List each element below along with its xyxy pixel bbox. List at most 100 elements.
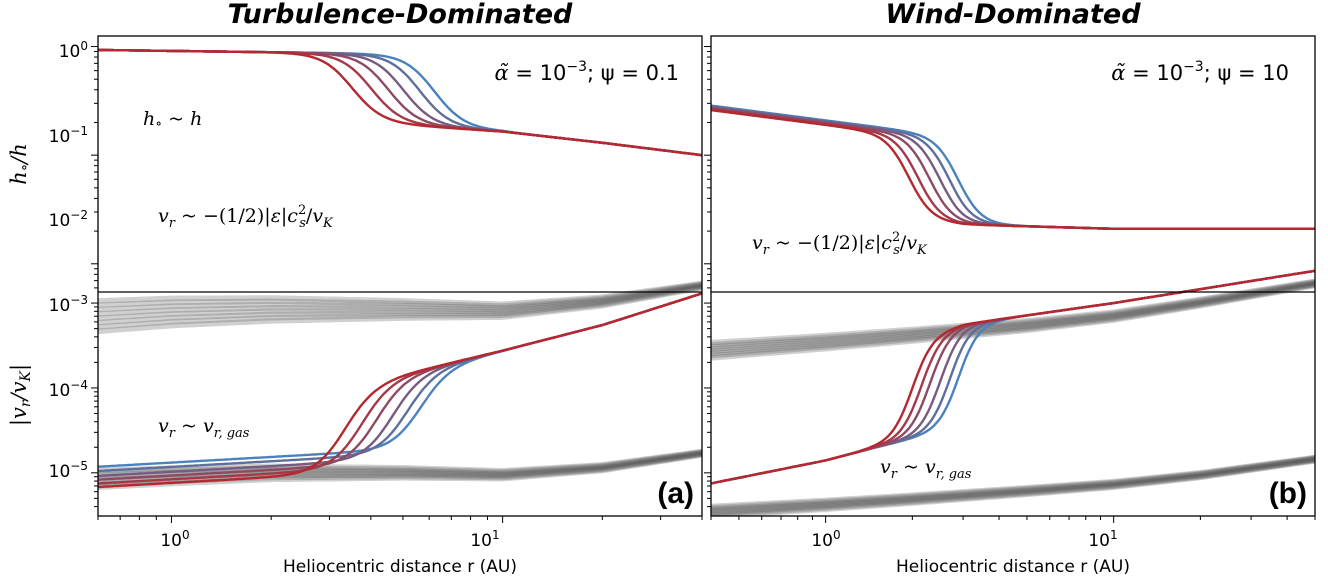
panel-a-parameters: α̃ = 10−3; ψ = 0.1 bbox=[495, 59, 679, 85]
gray-band-line bbox=[98, 281, 702, 309]
y-tick-labels: 100 10−1 10−2 10−3 10−4 10−5 bbox=[49, 39, 88, 482]
annot-sim: ~ bbox=[162, 108, 190, 130]
gray-band-line bbox=[711, 280, 1315, 355]
param-exp: −3 bbox=[566, 59, 587, 75]
colored-curve bbox=[711, 104, 1315, 230]
panel-b-title: Wind-Dominated bbox=[885, 0, 1141, 30]
panel-b-label: (b) bbox=[1269, 477, 1307, 510]
xtick-exp: 0 bbox=[182, 528, 190, 542]
gray-band-line bbox=[98, 282, 702, 317]
gray-band-line bbox=[711, 456, 1315, 514]
panel-b-parameters: α̃ = 10−3; ψ = 10 bbox=[1111, 59, 1289, 85]
gray-band-line bbox=[711, 279, 1315, 348]
ytick-top-1e-1: 10−1 bbox=[49, 124, 88, 147]
gray-band-line bbox=[711, 454, 1315, 510]
colored-curve bbox=[711, 105, 1315, 230]
gray-band-line bbox=[711, 458, 1315, 516]
ytick-exp: −1 bbox=[70, 124, 88, 138]
annot-sub2: s bbox=[893, 243, 900, 258]
gray-band-line bbox=[98, 285, 702, 335]
annot-circ: ∘ bbox=[155, 116, 162, 132]
gray-band-line bbox=[711, 457, 1315, 516]
param-rest: ; ψ = 0.1 bbox=[587, 61, 679, 85]
panel-a-frame bbox=[97, 35, 703, 517]
gray-band-line bbox=[711, 457, 1315, 516]
gray-band-line bbox=[711, 281, 1315, 357]
alpha-symbol: α̃ bbox=[495, 61, 509, 85]
gray-band-line bbox=[711, 278, 1315, 346]
annot-mid: ~ −(1/2)| bbox=[769, 232, 865, 254]
ytick-bot-1e-5: 10−5 bbox=[49, 459, 88, 482]
panel-a-plot-area bbox=[98, 48, 702, 491]
ytick-exp: −4 bbox=[70, 378, 88, 392]
ylabel-slash: /h bbox=[7, 143, 31, 166]
ytick-top-1e0: 100 bbox=[59, 39, 88, 62]
param-exp: −3 bbox=[1183, 59, 1204, 75]
colored-curve bbox=[98, 292, 702, 489]
ytick-bot-1e-4: 10−4 bbox=[49, 378, 88, 401]
panel-b-frame bbox=[710, 35, 1316, 517]
gray-band-line bbox=[711, 279, 1315, 350]
annot-sub2: s bbox=[299, 216, 306, 231]
ytick-bot-1e-3: 10−3 bbox=[49, 293, 88, 316]
annot-a-gas: vr ~ vr, gas bbox=[158, 415, 250, 441]
annot-a-settling: vr ~ −(1/2)|ε|c2 s/vK bbox=[158, 203, 334, 231]
colored-curve bbox=[711, 108, 1315, 230]
xtick-exp: 0 bbox=[833, 528, 841, 542]
ytick-exp: −5 bbox=[70, 459, 88, 473]
annot-mid: ~ −(1/2)| bbox=[175, 205, 271, 227]
annot-mid2: | bbox=[875, 232, 881, 254]
annot-sim: ~ bbox=[897, 456, 925, 478]
gray-band-line bbox=[98, 449, 702, 478]
annot-sup: 2 bbox=[298, 203, 306, 218]
gray-band-line bbox=[711, 282, 1315, 359]
alpha-symbol: α̃ bbox=[1111, 61, 1125, 85]
ylabel-slash: /v bbox=[7, 381, 31, 402]
colored-curve bbox=[711, 269, 1315, 485]
annot-slash: / bbox=[900, 232, 907, 254]
annot-sub-gas: r, gas bbox=[936, 467, 972, 482]
colored-curve bbox=[711, 107, 1315, 230]
annot-slash: / bbox=[306, 205, 313, 227]
top-ylabel: h∘/h bbox=[7, 143, 33, 185]
gray-band-line bbox=[98, 448, 702, 474]
bottom-ylabel: |vr/vK| bbox=[7, 364, 34, 426]
panel-a-label: (a) bbox=[657, 477, 694, 510]
annot-b-settling: vr ~ −(1/2)|ε|c2 s/vK bbox=[752, 230, 928, 258]
ytick-top-1e-2: 10−2 bbox=[49, 208, 88, 231]
gray-band-line bbox=[98, 284, 702, 330]
annot-sub: r bbox=[169, 216, 176, 231]
annot-sub-gas: r, gas bbox=[214, 426, 250, 441]
param-rest: ; ψ = 10 bbox=[1204, 61, 1289, 85]
colored-curve bbox=[98, 48, 702, 157]
panel-b-plot-area bbox=[711, 104, 1315, 516]
gray-band-line bbox=[98, 283, 702, 322]
ytick-exp: −2 bbox=[70, 208, 88, 222]
gray-band-line bbox=[711, 455, 1315, 513]
annot-sub: r bbox=[169, 426, 176, 441]
annot-sub: r bbox=[891, 467, 898, 482]
ytick-exp: 0 bbox=[80, 39, 88, 53]
colored-curve bbox=[711, 106, 1315, 230]
annot-b-gas: vr ~ vr, gas bbox=[880, 456, 972, 482]
xtick-a-1e1: 101 bbox=[470, 528, 499, 551]
xtick-exp: 1 bbox=[1110, 528, 1118, 542]
ytick-exp: −3 bbox=[70, 293, 88, 307]
panel-a-gray-bands bbox=[98, 280, 702, 491]
gray-band-line bbox=[711, 456, 1315, 516]
panel-a-xlabel: Heliocentric distance r (AU) bbox=[283, 557, 517, 577]
annot-mid2: | bbox=[281, 205, 287, 227]
annot-sub3: K bbox=[916, 243, 928, 258]
gray-band-line bbox=[98, 281, 702, 313]
gray-band-line bbox=[98, 280, 702, 307]
panel-b-xlabel: Heliocentric distance r (AU) bbox=[896, 557, 1130, 577]
ylabel-sub-circ: ∘ bbox=[15, 164, 33, 171]
panel-b-gray-bands bbox=[711, 278, 1315, 516]
ylabel-sub-k: K bbox=[18, 369, 34, 382]
axis-ticks bbox=[91, 46, 1316, 523]
panel-a-colored-curves bbox=[98, 48, 702, 489]
xtick-b-1e0: 100 bbox=[811, 528, 840, 551]
ylabel-bar: | bbox=[7, 364, 32, 371]
ylabel-sub-r: r bbox=[18, 399, 34, 407]
